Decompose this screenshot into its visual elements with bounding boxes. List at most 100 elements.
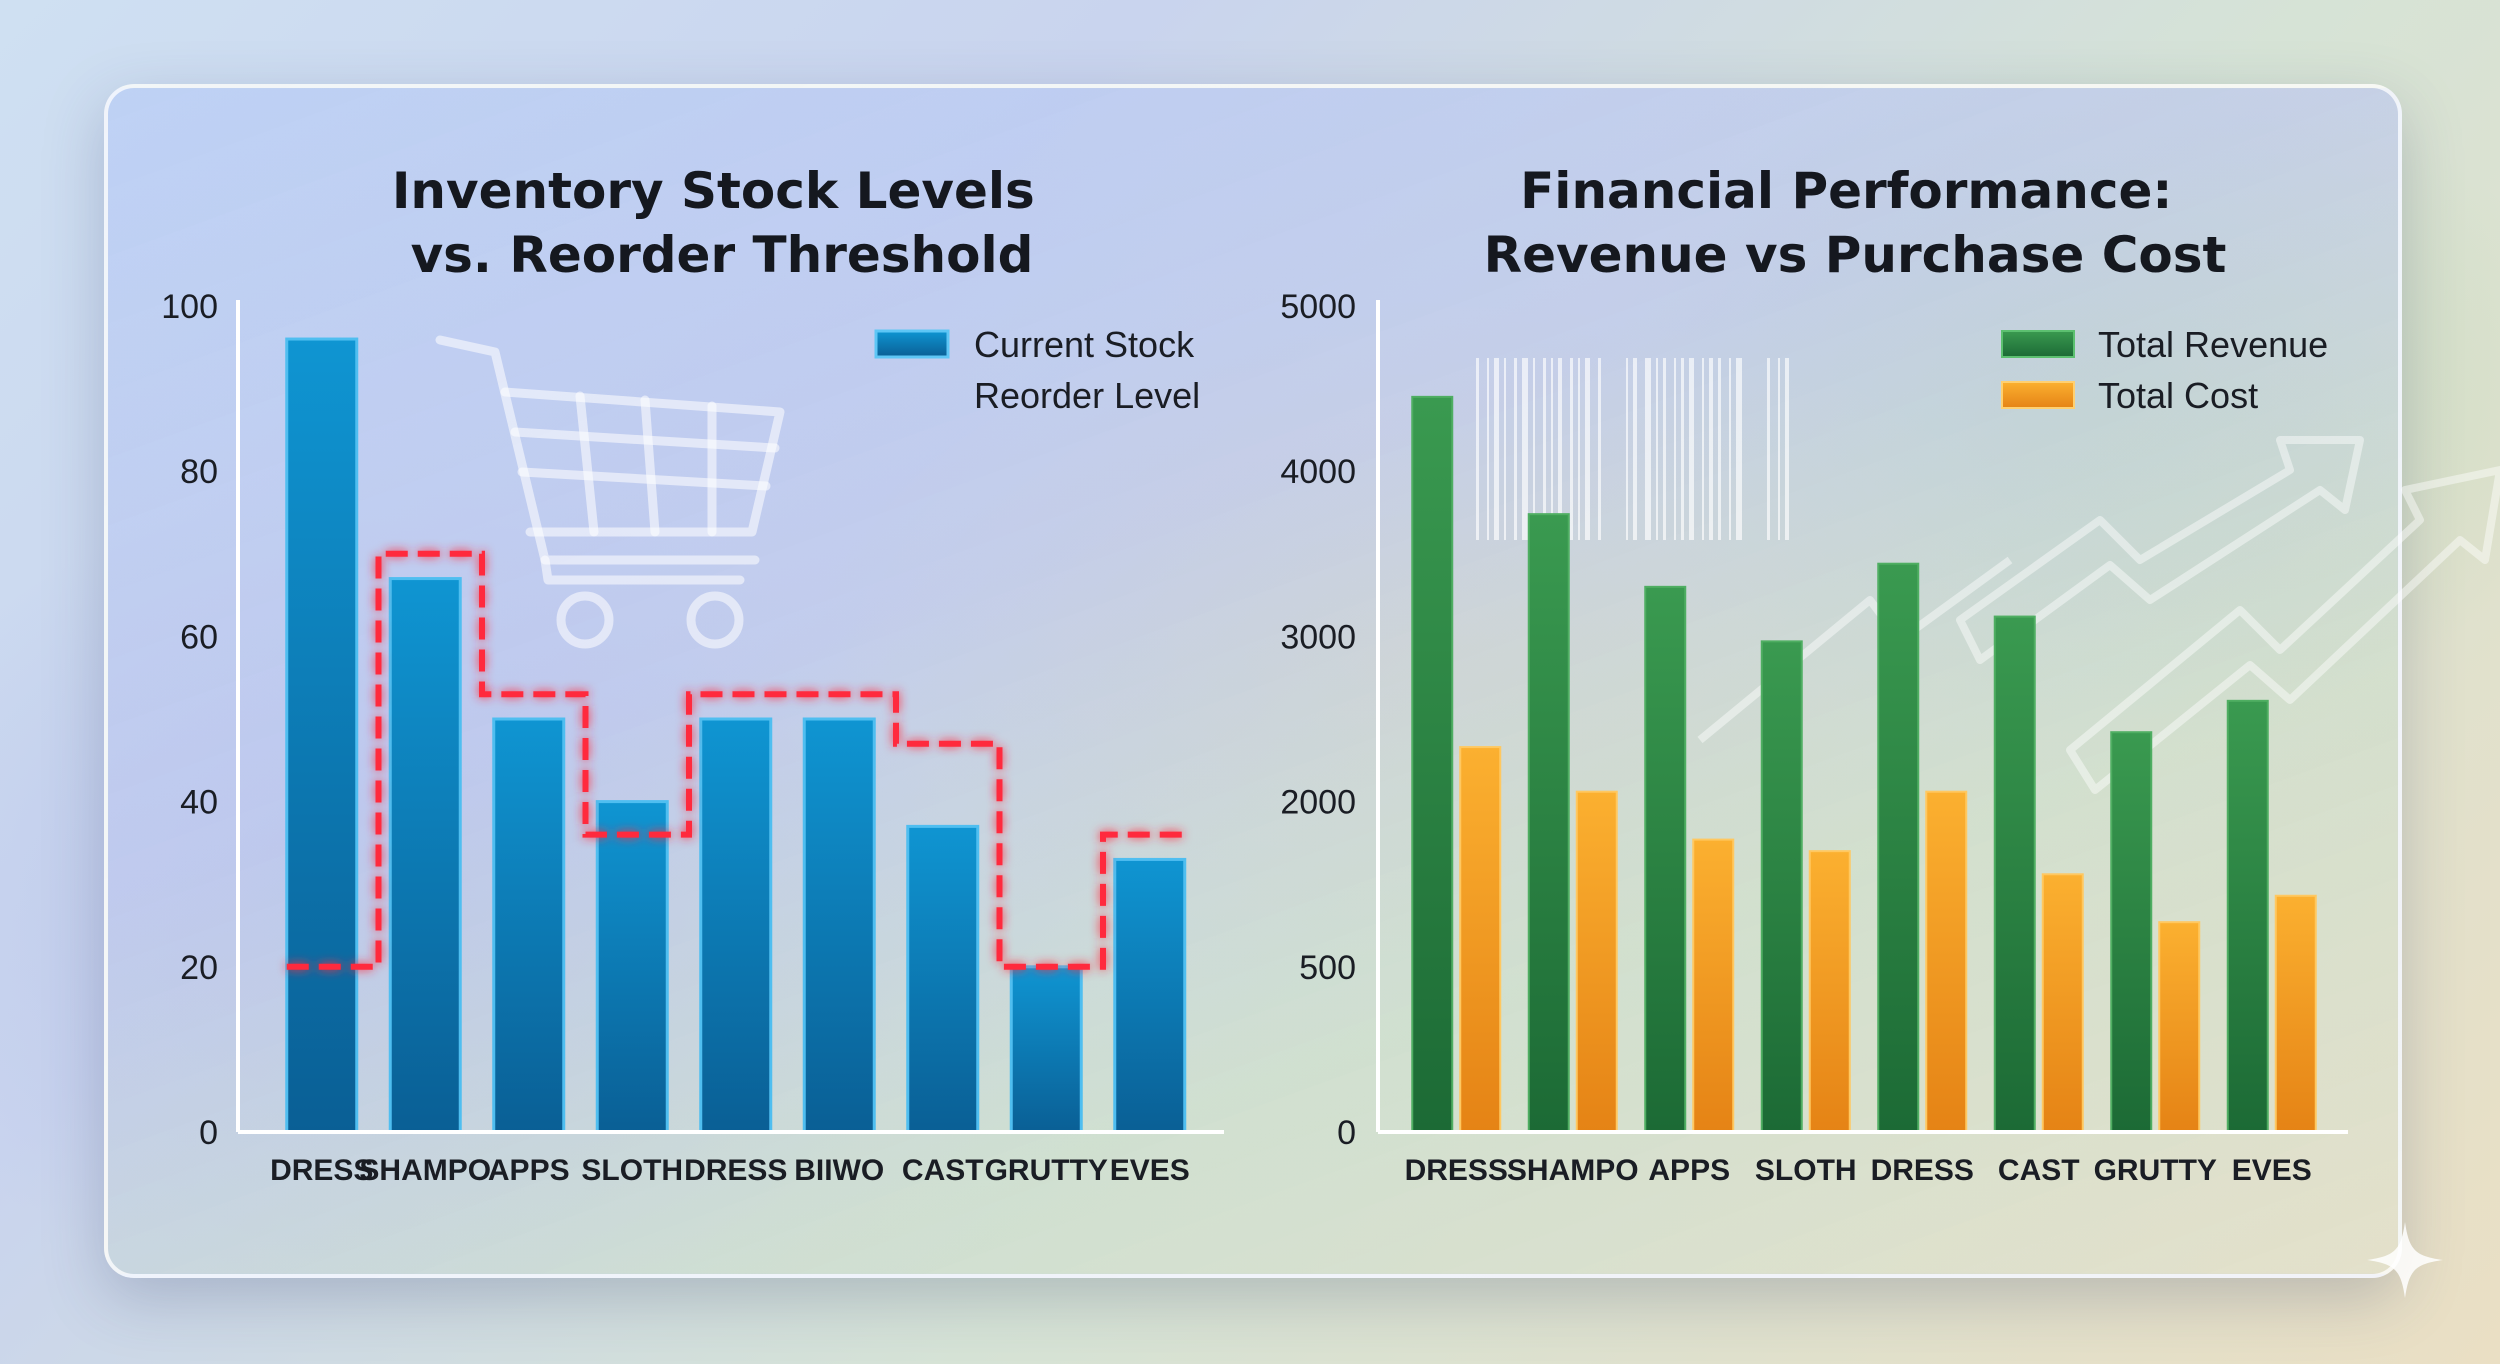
legend-label-total-cost: Total Cost [2098, 375, 2258, 416]
inventory-x-tick: APPS [488, 1154, 570, 1187]
current-stock-bar [285, 337, 359, 1134]
barcode-bar [1522, 358, 1528, 540]
current-stock-bar [492, 717, 566, 1134]
financial-y-tick: 4000 [1280, 453, 1356, 491]
total-cost-bar [1459, 746, 1502, 1133]
barcode-bar [1543, 358, 1546, 540]
financial-x-tick: SLOTH [1755, 1154, 1857, 1187]
barcode-icon [1476, 358, 1789, 540]
barcode-bar [1551, 358, 1553, 540]
current-stock-bar [699, 717, 773, 1134]
current-stock-bar [802, 717, 876, 1134]
barcode-bar [1689, 358, 1694, 540]
barcode-bar [1514, 358, 1517, 540]
inventory-y-tick: 40 [180, 784, 218, 822]
financial-chart-title: Financial Performance: Revenue vs Purcha… [1484, 162, 2227, 284]
financial-x-tick: GRUTTY [2094, 1154, 2217, 1187]
total-cost-bar [1692, 838, 1735, 1133]
current-stock-bar [1113, 857, 1187, 1134]
total-cost-bar [1575, 790, 1618, 1133]
inventory-x-tick: EVES [1110, 1154, 1190, 1187]
barcode-bar [1645, 358, 1651, 540]
total-revenue-bar [2226, 699, 2269, 1133]
total-revenue-bar [1993, 615, 2036, 1133]
inventory-y-tick: 0 [199, 1114, 218, 1152]
financial-x-tick: DRESS [1405, 1154, 1508, 1187]
legend-swatch-total-revenue [2001, 330, 2075, 358]
financial-x-tick: CAST [1998, 1154, 2080, 1187]
inventory-x-tick: SHAMPO [359, 1154, 491, 1187]
barcode-bar [1487, 358, 1489, 540]
inventory-y-tick: 60 [180, 618, 218, 656]
barcode-bar [1785, 358, 1789, 540]
current-stock-bar [906, 824, 980, 1134]
barcode-bar [1570, 358, 1573, 540]
barcode-bar [1626, 358, 1628, 540]
inventory-title-line-1: Inventory Stock Levels [392, 162, 1035, 220]
inventory-y-tick: 20 [180, 949, 218, 987]
total-cost-bar [2158, 921, 2201, 1133]
legend-label-total-revenue: Total Revenue [2098, 324, 2328, 365]
barcode-bar [1767, 358, 1770, 540]
total-revenue-bar [1527, 513, 1570, 1133]
inventory-x-tick: DRESS [270, 1154, 373, 1187]
financial-y-tick: 2000 [1280, 784, 1356, 822]
current-stock-bar [388, 577, 462, 1134]
legend-swatch-current-stock [874, 329, 950, 359]
inventory-x-tick: CAST [902, 1154, 984, 1187]
inventory-chart: Inventory Stock Levels vs. Reorder Thres… [161, 162, 1224, 1187]
barcode-bar [1633, 358, 1637, 540]
financial-y-tick: 0 [1337, 1114, 1356, 1152]
financial-chart: Financial Performance: Revenue vs Purcha… [1280, 162, 2348, 1187]
inventory-title-line-2: vs. Reorder Threshold [411, 226, 1034, 284]
financial-y-tick: 3000 [1280, 618, 1356, 656]
inventory-chart-title: Inventory Stock Levels vs. Reorder Thres… [392, 162, 1052, 284]
total-revenue-bar [1877, 562, 1920, 1133]
inventory-x-tick: SLOTH [581, 1154, 683, 1187]
financial-y-tick: 5000 [1280, 288, 1356, 326]
barcode-bar [1663, 358, 1666, 540]
barcode-bar [1558, 358, 1562, 540]
financial-y-tick: 500 [1299, 949, 1356, 987]
inventory-y-tick: 100 [161, 288, 218, 326]
financial-x-tick: APPS [1648, 1154, 1730, 1187]
financial-legend: Total Revenue Total Cost [2001, 324, 2328, 416]
inventory-y-tick: 80 [180, 453, 218, 491]
inventory-x-tick: DRESS [684, 1154, 787, 1187]
barcode-bar [1504, 358, 1506, 540]
financial-title-line-1: Financial Performance: [1520, 162, 2172, 220]
total-cost-bar [2041, 873, 2084, 1134]
barcode-bar [1718, 358, 1721, 540]
inventory-x-tick: BIIWO [794, 1154, 884, 1187]
barcode-bar [1476, 358, 1479, 540]
sparkle-icon [2367, 1222, 2443, 1298]
inventory-x-tick: GRUTTY [985, 1154, 1108, 1187]
current-stock-bar [1009, 965, 1083, 1134]
barcode-bar [1533, 358, 1535, 540]
financial-x-tick: SHAMPO [1507, 1154, 1639, 1187]
barcode-bar [1578, 358, 1580, 540]
total-cost-bar [1925, 790, 1968, 1133]
legend-label-current-stock: Current Stock [974, 324, 1195, 365]
reorder-level-line [286, 550, 1185, 970]
barcode-bar [1702, 358, 1704, 540]
barcode-bar [1729, 358, 1731, 540]
financial-title-line-2: Revenue vs Purchase Cost [1484, 226, 2227, 284]
barcode-bar [1598, 358, 1601, 540]
inventory-legend: Current Stock Reorder Level [874, 324, 1200, 416]
shopping-cart-icon [435, 335, 785, 649]
trend-arrows-icon [1697, 436, 2500, 794]
total-cost-bar [2274, 894, 2317, 1133]
barcode-bar [1674, 358, 1676, 540]
barcode-bar [1778, 358, 1780, 540]
barcode-bar [1494, 358, 1499, 540]
financial-x-tick: EVES [2232, 1154, 2312, 1187]
barcode-bar [1709, 358, 1713, 540]
barcode-bar [1736, 358, 1742, 540]
total-revenue-bar [1411, 395, 1454, 1133]
legend-swatch-total-cost [2001, 381, 2075, 409]
total-cost-bar [1808, 850, 1851, 1133]
barcode-bar [1681, 358, 1684, 540]
total-revenue-bar [2110, 731, 2153, 1133]
